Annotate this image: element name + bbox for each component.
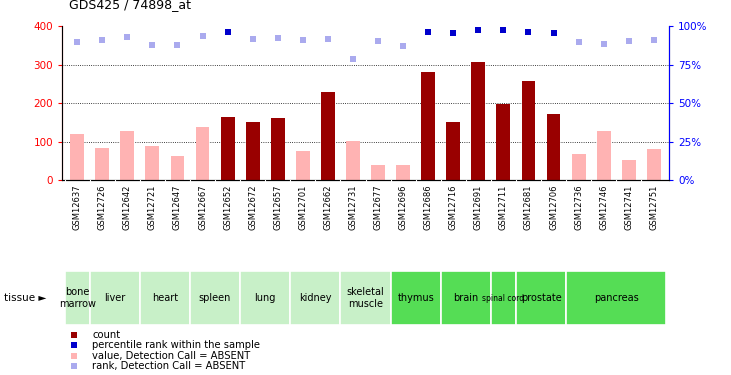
Text: GSM12637: GSM12637 (72, 184, 82, 230)
Bar (170, 156, 184, 180)
Text: GSM12681: GSM12681 (524, 184, 533, 230)
Bar (396, 165, 410, 180)
Text: GSM12686: GSM12686 (424, 184, 433, 230)
Bar (447, 122, 460, 180)
FancyBboxPatch shape (90, 271, 140, 325)
Bar (95, 148, 109, 180)
Bar (70, 134, 84, 180)
Text: value, Detection Call = ABSENT: value, Detection Call = ABSENT (92, 351, 251, 361)
Bar (622, 160, 636, 180)
Text: GSM12716: GSM12716 (449, 184, 458, 230)
FancyBboxPatch shape (491, 271, 516, 325)
Bar (596, 131, 610, 180)
Text: thymus: thymus (397, 293, 434, 303)
Text: GSM12736: GSM12736 (574, 184, 583, 230)
Text: rank, Detection Call = ABSENT: rank, Detection Call = ABSENT (92, 361, 246, 371)
FancyBboxPatch shape (516, 271, 566, 325)
Text: GDS425 / 74898_at: GDS425 / 74898_at (69, 0, 192, 11)
Text: spinal cord: spinal cord (482, 294, 524, 303)
Bar (346, 141, 360, 180)
FancyBboxPatch shape (341, 271, 390, 325)
FancyBboxPatch shape (566, 271, 667, 325)
FancyBboxPatch shape (64, 271, 90, 325)
Bar (246, 122, 260, 180)
FancyBboxPatch shape (441, 271, 491, 325)
Text: pancreas: pancreas (594, 293, 639, 303)
Text: GSM12672: GSM12672 (249, 184, 257, 230)
Text: GSM12746: GSM12746 (599, 184, 608, 230)
Text: spleen: spleen (199, 293, 231, 303)
Bar (572, 154, 586, 180)
Text: GSM12701: GSM12701 (298, 184, 307, 230)
Text: GSM12696: GSM12696 (398, 184, 408, 230)
Text: count: count (92, 330, 121, 340)
Bar (647, 149, 661, 180)
Bar (522, 81, 535, 180)
FancyBboxPatch shape (390, 271, 441, 325)
Text: heart: heart (152, 293, 178, 303)
Bar (271, 118, 284, 180)
Text: GSM12751: GSM12751 (649, 184, 659, 230)
Bar (145, 146, 159, 180)
Bar (296, 151, 310, 180)
Bar (221, 117, 235, 180)
Bar (421, 72, 435, 180)
Text: GSM12662: GSM12662 (323, 184, 333, 230)
Text: kidney: kidney (299, 293, 332, 303)
Text: GSM12726: GSM12726 (98, 184, 107, 230)
Text: percentile rank within the sample: percentile rank within the sample (92, 340, 260, 351)
FancyBboxPatch shape (240, 271, 290, 325)
Bar (547, 114, 561, 180)
Bar (321, 92, 335, 180)
Text: lung: lung (254, 293, 276, 303)
Bar (196, 127, 209, 180)
Text: prostate: prostate (520, 293, 561, 303)
Bar (371, 165, 385, 180)
Bar (121, 131, 135, 180)
Bar (496, 104, 510, 180)
Text: GSM12657: GSM12657 (273, 184, 282, 230)
Text: GSM12741: GSM12741 (624, 184, 633, 230)
Text: GSM12711: GSM12711 (499, 184, 508, 230)
FancyBboxPatch shape (190, 271, 240, 325)
Bar (471, 62, 485, 180)
Text: GSM12691: GSM12691 (474, 184, 482, 230)
Text: GSM12677: GSM12677 (374, 184, 382, 230)
Text: GSM12667: GSM12667 (198, 184, 207, 230)
Text: GSM12706: GSM12706 (549, 184, 558, 230)
Text: skeletal
muscle: skeletal muscle (346, 287, 385, 309)
FancyBboxPatch shape (290, 271, 341, 325)
FancyBboxPatch shape (140, 271, 190, 325)
Text: GSM12652: GSM12652 (223, 184, 232, 230)
Text: brain: brain (453, 293, 478, 303)
Text: GSM12647: GSM12647 (173, 184, 182, 230)
Text: bone
marrow: bone marrow (58, 287, 96, 309)
Text: GSM12731: GSM12731 (349, 184, 357, 230)
Text: tissue ►: tissue ► (4, 293, 46, 303)
Text: GSM12642: GSM12642 (123, 184, 132, 230)
Text: GSM12721: GSM12721 (148, 184, 157, 230)
Text: liver: liver (104, 293, 126, 303)
